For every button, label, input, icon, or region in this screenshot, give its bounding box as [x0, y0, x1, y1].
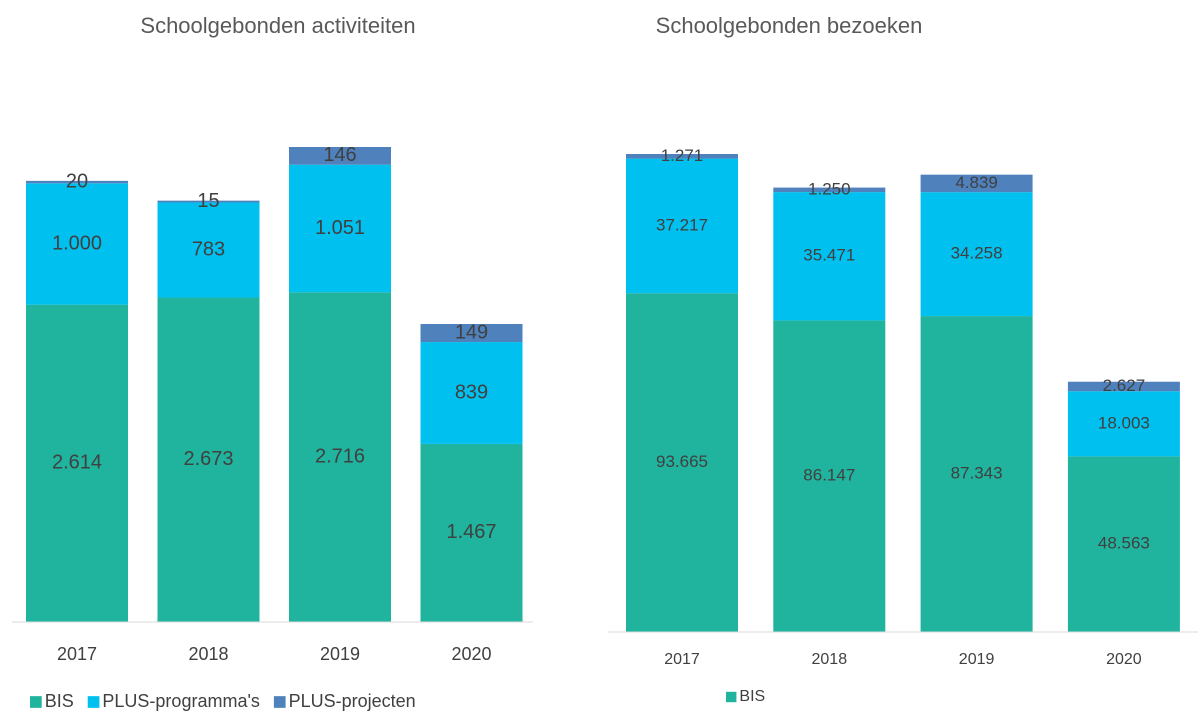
legend-swatch	[87, 696, 100, 708]
value-label: 149	[455, 321, 488, 343]
value-label: 34.258	[951, 244, 1003, 263]
bar-segment	[1067, 391, 1180, 457]
bar-segment	[920, 174, 1033, 193]
value-label: 1.051	[315, 217, 365, 239]
value-label: 35.471	[803, 246, 855, 265]
value-label: 1.271	[661, 146, 704, 165]
x-tick-label: 2018	[812, 651, 848, 668]
legend-label: PLUS-programma's	[102, 691, 259, 711]
bar-segment	[773, 187, 886, 193]
value-label: 1.467	[446, 521, 496, 543]
legend-label: BIS	[739, 688, 765, 705]
value-label: 1.000	[52, 232, 102, 254]
value-label: 2.627	[1103, 376, 1146, 395]
value-label: 839	[455, 381, 488, 403]
value-label: 93.665	[656, 452, 708, 471]
bar-segment	[626, 158, 738, 294]
bar-segment	[289, 292, 391, 622]
value-label: 2.614	[52, 452, 102, 474]
bar-segment	[920, 316, 1033, 632]
chart-title: Schoolgebonden bezoeken	[656, 13, 923, 38]
bar-segment	[773, 320, 886, 632]
value-label: 20	[66, 170, 88, 192]
bar-segment	[626, 154, 738, 159]
bar-segment	[289, 147, 391, 165]
bar-segment	[289, 164, 391, 293]
bar-segment	[26, 304, 128, 622]
x-tick-label: 2017	[57, 644, 97, 664]
bar-segment	[157, 297, 260, 622]
value-label: 4.839	[955, 173, 998, 192]
bar-segment	[157, 200, 260, 203]
value-label: 2.716	[315, 445, 365, 467]
value-label: 783	[192, 238, 225, 260]
x-tick-label: 2019	[959, 651, 995, 668]
legend-swatch	[273, 696, 286, 708]
x-tick-label: 2018	[188, 644, 228, 664]
bar-segment	[626, 293, 738, 632]
x-tick-label: 2017	[664, 651, 700, 668]
value-label: 146	[323, 144, 356, 166]
value-label: 18.003	[1098, 413, 1150, 432]
value-label: 2.673	[183, 448, 233, 470]
bar-segment	[773, 192, 886, 321]
value-label: 87.343	[951, 464, 1003, 483]
value-label: 15	[197, 190, 219, 212]
chart-title: Schoolgebonden activiteiten	[140, 13, 415, 38]
value-label: 48.563	[1098, 534, 1150, 553]
bar-segment	[420, 443, 523, 622]
value-label: 37.217	[656, 215, 708, 234]
value-label: 1.250	[808, 179, 851, 198]
legend-label: BIS	[45, 691, 74, 711]
bar-segment	[157, 202, 260, 298]
bar-segment	[26, 183, 128, 305]
legend-swatch	[726, 691, 737, 703]
bar-segment	[920, 192, 1033, 317]
bar-segment	[1067, 381, 1180, 392]
legend-swatch	[30, 696, 42, 708]
value-label: 86.147	[803, 466, 855, 485]
legend-label: PLUS-projecten	[289, 691, 416, 711]
x-tick-label: 2020	[1106, 651, 1142, 668]
x-tick-label: 2019	[320, 644, 360, 664]
x-tick-label: 2020	[451, 644, 491, 664]
bar-segment	[420, 323, 523, 343]
bar-segment	[26, 180, 128, 184]
bar-segment	[420, 342, 523, 444]
bar-segment	[1067, 456, 1180, 632]
